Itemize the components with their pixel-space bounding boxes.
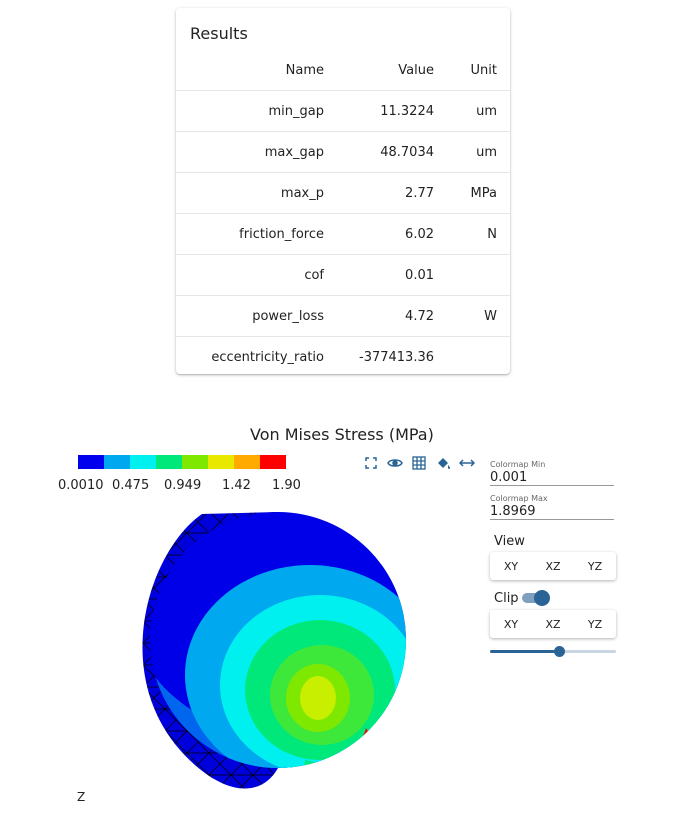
clip-slider-fill — [490, 650, 560, 653]
row-value: -377413.36 — [324, 336, 434, 377]
view-xz-button[interactable]: XZ — [532, 552, 574, 580]
row-name: min_gap — [176, 90, 324, 132]
clip-xy-button[interactable]: XY — [490, 610, 532, 638]
row-value: 11.3224 — [324, 90, 434, 132]
colorbar-tick: 0.0010 — [58, 478, 104, 493]
clip-xz-button[interactable]: XZ — [532, 610, 574, 638]
row-unit: um — [434, 90, 497, 132]
view-xy-button[interactable]: XY — [490, 552, 532, 580]
3d-viewport[interactable] — [110, 500, 410, 810]
colormap-min-label: Colormap Min — [490, 460, 546, 469]
results-table: Name Value Unit min_gap 11.3224 um max_g… — [176, 50, 510, 377]
colorbar — [78, 455, 286, 469]
colorbar-segment — [208, 455, 234, 469]
row-unit: um — [434, 131, 497, 173]
row-value: 2.77 — [324, 172, 434, 214]
resize-horizontal-icon[interactable] — [458, 454, 476, 472]
eye-icon[interactable] — [386, 454, 404, 472]
clip-slider-thumb[interactable] — [554, 646, 566, 657]
colormap-max-label: Colormap Max — [490, 494, 548, 503]
clip-yz-button[interactable]: YZ — [574, 610, 616, 638]
row-name: power_loss — [176, 295, 324, 337]
table-row: cof 0.01 — [176, 254, 510, 296]
results-card: Results Name Value Unit min_gap 11.3224 … — [176, 8, 510, 377]
table-row: max_gap 48.7034 um — [176, 131, 510, 173]
colorbar-segment — [260, 455, 286, 469]
clip-slider[interactable] — [490, 646, 616, 657]
row-value: 48.7034 — [324, 131, 434, 173]
results-header-row: Name Value Unit — [176, 50, 510, 91]
table-row: power_loss 4.72 W — [176, 295, 510, 337]
colormap-max-field[interactable]: Colormap Max 1.8969 — [490, 494, 614, 520]
colorbar-tick: 0.475 — [112, 478, 150, 493]
colorbar-segment — [182, 455, 208, 469]
row-unit: W — [434, 295, 497, 337]
table-row: friction_force 6.02 N — [176, 213, 510, 255]
row-name: cof — [176, 254, 324, 296]
colorbar-segment — [78, 455, 104, 469]
colorbar-tick: 0.949 — [164, 478, 202, 493]
row-name: max_gap — [176, 131, 324, 173]
row-value: 6.02 — [324, 213, 434, 255]
colorbar-segment — [234, 455, 260, 469]
grid-icon[interactable] — [410, 454, 428, 472]
clip-toggle-knob — [534, 590, 550, 606]
table-row: eccentricity_ratio -377413.36 — [176, 336, 510, 377]
colorbar-tick: 1.90 — [272, 478, 301, 493]
view-label: View — [494, 534, 525, 549]
clip-button-group: XY XZ YZ — [490, 610, 616, 638]
row-value: 0.01 — [324, 254, 434, 296]
colorbar-segment — [130, 455, 156, 469]
colorbar-segment — [104, 455, 130, 469]
fullscreen-icon[interactable] — [362, 454, 380, 472]
row-unit — [434, 336, 497, 377]
row-value: 4.72 — [324, 295, 434, 337]
clip-label: Clip — [494, 591, 519, 606]
colorbar-segment — [156, 455, 182, 469]
axis-label-z: Z — [77, 790, 86, 804]
table-row: min_gap 11.3224 um — [176, 90, 510, 132]
view-button-group: XY XZ YZ — [490, 552, 616, 580]
header-unit: Unit — [470, 62, 497, 78]
row-name: max_p — [176, 172, 324, 214]
clip-toggle[interactable] — [522, 590, 550, 606]
colormap-min-field[interactable]: Colormap Min 0.001 — [490, 460, 614, 486]
table-row: max_p 2.77 MPa — [176, 172, 510, 214]
results-title: Results — [190, 24, 248, 43]
viewer-title: Von Mises Stress (MPa) — [250, 425, 434, 444]
row-unit: MPa — [434, 172, 497, 214]
header-name: Name — [285, 62, 324, 78]
colorbar-tick: 1.42 — [222, 478, 251, 493]
row-name: eccentricity_ratio — [176, 336, 324, 377]
row-name: friction_force — [176, 213, 324, 255]
row-unit — [434, 254, 497, 296]
colormap-min-value[interactable]: 0.001 — [490, 470, 528, 485]
header-value: Value — [398, 62, 434, 78]
colormap-max-value[interactable]: 1.8969 — [490, 504, 536, 519]
row-unit: N — [434, 213, 497, 255]
paint-bucket-icon[interactable] — [434, 454, 452, 472]
view-yz-button[interactable]: YZ — [574, 552, 616, 580]
viewer-toolbar — [362, 454, 476, 472]
